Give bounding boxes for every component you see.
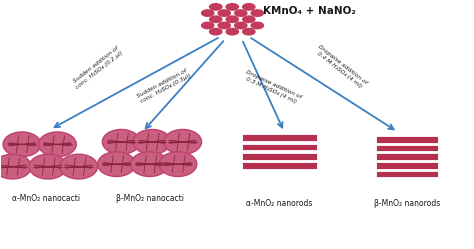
FancyBboxPatch shape <box>242 134 318 141</box>
Ellipse shape <box>133 129 171 154</box>
FancyBboxPatch shape <box>242 162 318 169</box>
Ellipse shape <box>29 154 67 179</box>
Circle shape <box>235 10 247 16</box>
Ellipse shape <box>3 132 41 157</box>
Circle shape <box>218 10 230 16</box>
Circle shape <box>201 22 214 29</box>
Circle shape <box>235 22 247 29</box>
Circle shape <box>210 16 222 22</box>
FancyBboxPatch shape <box>376 145 438 151</box>
FancyBboxPatch shape <box>242 144 318 150</box>
Ellipse shape <box>38 132 76 157</box>
Circle shape <box>201 10 214 16</box>
FancyBboxPatch shape <box>242 153 318 160</box>
Text: Sudden addition of
conc. H₂SO₄ (0.2 μl): Sudden addition of conc. H₂SO₄ (0.2 μl) <box>71 45 124 90</box>
Circle shape <box>243 4 255 10</box>
Circle shape <box>210 28 222 35</box>
Ellipse shape <box>131 152 168 177</box>
Circle shape <box>251 10 264 16</box>
FancyBboxPatch shape <box>376 171 438 177</box>
Ellipse shape <box>164 129 201 154</box>
Text: Dropwise addition of
0.4 M H₂SO₄ (4 ml): Dropwise addition of 0.4 M H₂SO₄ (4 ml) <box>314 44 368 91</box>
Ellipse shape <box>0 154 31 179</box>
Text: β-MnO₂ nanorods: β-MnO₂ nanorods <box>374 199 440 208</box>
Circle shape <box>226 16 238 22</box>
Ellipse shape <box>60 154 98 179</box>
Ellipse shape <box>98 152 136 177</box>
Circle shape <box>251 22 264 29</box>
FancyBboxPatch shape <box>376 153 438 160</box>
FancyBboxPatch shape <box>376 136 438 143</box>
Text: Sudden addition of
conc. H₂SO₄ (0.3μl): Sudden addition of conc. H₂SO₄ (0.3μl) <box>137 68 191 104</box>
Circle shape <box>243 28 255 35</box>
Text: KMnO₄ + NaNO₂: KMnO₄ + NaNO₂ <box>263 6 356 16</box>
Circle shape <box>210 4 222 10</box>
Circle shape <box>226 28 238 35</box>
Circle shape <box>243 16 255 22</box>
Text: α-MnO₂ nanocacti: α-MnO₂ nanocacti <box>11 194 80 203</box>
Circle shape <box>226 4 238 10</box>
Text: α-MnO₂ nanorods: α-MnO₂ nanorods <box>246 199 313 208</box>
Ellipse shape <box>159 152 197 177</box>
FancyBboxPatch shape <box>376 162 438 169</box>
Circle shape <box>218 22 230 29</box>
Ellipse shape <box>102 129 140 154</box>
Text: β-MnO₂ nanocacti: β-MnO₂ nanocacti <box>116 194 183 203</box>
Text: Dropwise addition of
0.3 M H₂SO₄ (4 ml): Dropwise addition of 0.3 M H₂SO₄ (4 ml) <box>243 69 302 105</box>
